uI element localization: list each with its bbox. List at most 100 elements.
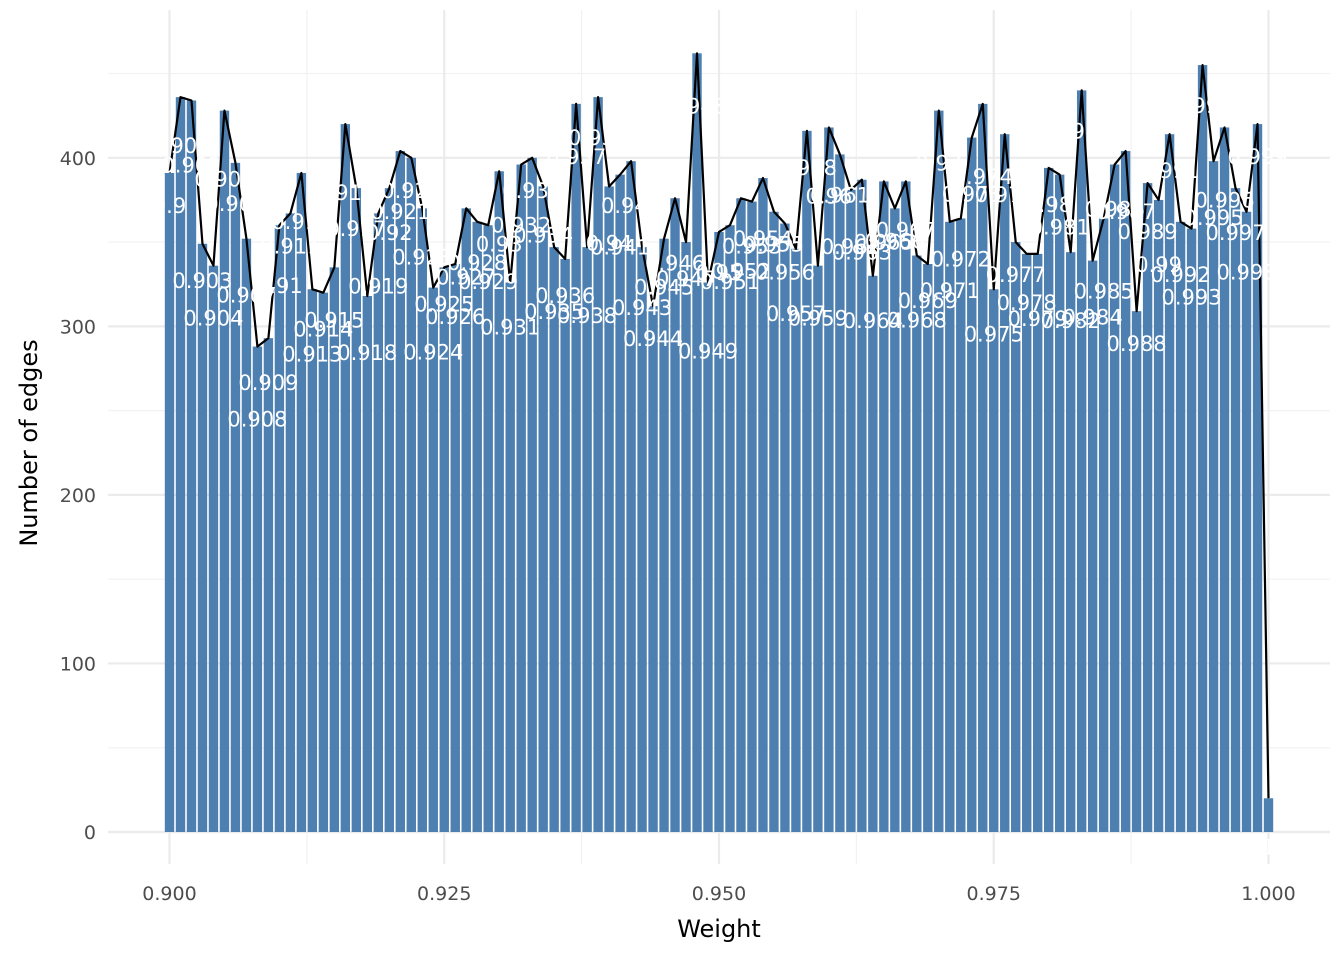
bar [802, 130, 812, 832]
bar-value-label: 0.964 [843, 309, 903, 333]
y-axis-title: Number of edges [15, 339, 43, 546]
bar-value-label: 0.948 [667, 94, 727, 118]
bar [208, 265, 219, 832]
bar [912, 255, 922, 832]
bar-value-label: 0.906 [205, 192, 265, 216]
bar-value-labels: 0.90.9010.9020.9030.9040.9050.9060.9070.… [150, 94, 1287, 859]
bar-value-label: 0.954 [733, 227, 793, 251]
bar-value-label: 0.903 [172, 269, 232, 293]
bar [1142, 183, 1153, 832]
bar [758, 178, 768, 832]
bar-value-label: 0.947 [656, 267, 716, 291]
bar [736, 198, 746, 832]
bar-value-label: 0.993 [1162, 286, 1222, 310]
bar [1241, 211, 1252, 833]
bar-value-label: 0.929 [458, 270, 518, 294]
bar [725, 225, 735, 833]
bar-value-label: 0.983 [1052, 119, 1112, 143]
y-tick-label: 0 [84, 822, 96, 844]
bar [626, 161, 636, 833]
bar-value-label: 0.994 [1172, 94, 1232, 118]
x-tick-label: 0.900 [142, 883, 196, 905]
x-tick-label: 0.975 [967, 883, 1021, 905]
bar-value-label: 0.921 [370, 200, 430, 224]
bar-value-label: 0.923 [392, 245, 452, 269]
bar [373, 213, 384, 833]
bar-value-label: 0.977 [986, 263, 1046, 287]
bar-value-label: 0.907 [216, 284, 276, 308]
bar-value-label: 0.944 [623, 327, 683, 351]
bar [571, 103, 581, 833]
bar-value-label: 0.973 [942, 183, 1002, 207]
bar-value-label: 0.914 [293, 318, 353, 342]
bar [417, 208, 427, 832]
bar-value-label: 0.934 [513, 223, 573, 247]
bar [868, 275, 878, 832]
bar [648, 306, 658, 832]
bar-value-label: 0.974 [953, 165, 1013, 189]
bar-value-label: 0.926 [425, 305, 485, 329]
bar-value-label: 0.967 [876, 218, 936, 242]
bar [714, 231, 724, 832]
bar [1186, 228, 1197, 833]
bar-value-label: 0.965 [854, 230, 914, 254]
bar [1044, 167, 1054, 832]
bar-value-label: 0.996 [1194, 188, 1254, 212]
bar [538, 186, 548, 832]
bar-value-label: 0.924 [403, 341, 463, 365]
bar-value-label: 0.917 [326, 217, 386, 241]
bar [604, 186, 614, 832]
bar-value-label: 0.963 [832, 241, 892, 265]
bar [890, 208, 900, 832]
bar [450, 263, 460, 832]
bar [1219, 127, 1230, 832]
bar-value-label: 0.933 [502, 179, 562, 203]
bar-value-label: 0.98 [1025, 193, 1072, 217]
bar-value-label: 0.949 [678, 340, 738, 364]
bar [428, 287, 438, 833]
bar [923, 263, 933, 832]
bar-value-label: 1 [1262, 835, 1275, 859]
bar-value-label: 0.969 [898, 289, 958, 313]
bar-value-label: 0.955 [744, 233, 804, 257]
bar [846, 189, 856, 832]
bar [1033, 253, 1043, 832]
y-tick-label: 200 [60, 485, 96, 507]
bar-value-label: 0.922 [381, 179, 441, 203]
bar [439, 267, 449, 832]
bar-value-label: 0.912 [271, 210, 331, 234]
bar [1098, 218, 1109, 833]
bar [252, 346, 263, 832]
bar [351, 188, 362, 832]
bar [494, 171, 504, 832]
bar-value-label: 0.911 [260, 234, 320, 258]
bar [1197, 65, 1208, 833]
bar-value-label: 0.946 [645, 251, 705, 275]
bar [527, 157, 537, 833]
bar-value-label: 0.916 [315, 181, 375, 205]
x-tick-label: 0.925 [417, 883, 471, 905]
bar [197, 243, 208, 832]
bar-value-label: 0.99 [1135, 253, 1182, 277]
bar [1109, 164, 1120, 833]
bar-value-label: 0.91 [256, 274, 303, 298]
x-axis-title: Weight [677, 915, 761, 943]
bar-value-label: 0.972 [931, 247, 991, 271]
trend-line [168, 52, 1270, 799]
bar [296, 172, 307, 833]
bar [901, 181, 911, 832]
bar-value-label: 0.951 [700, 270, 760, 294]
bar-value-label: 0.985 [1074, 279, 1134, 303]
bar-value-label: 0.978 [997, 291, 1057, 315]
bar-value-label: 0.971 [920, 279, 980, 303]
bar [1208, 161, 1219, 833]
bar-value-label: 0.943 [612, 296, 672, 320]
bar [747, 201, 757, 832]
bar [780, 223, 790, 832]
bar [406, 157, 416, 833]
bar [1065, 252, 1076, 832]
bar [1230, 188, 1241, 832]
bar-value-label: 0.945 [634, 276, 694, 300]
bar [472, 221, 482, 833]
trend-line-path [168, 52, 1270, 799]
